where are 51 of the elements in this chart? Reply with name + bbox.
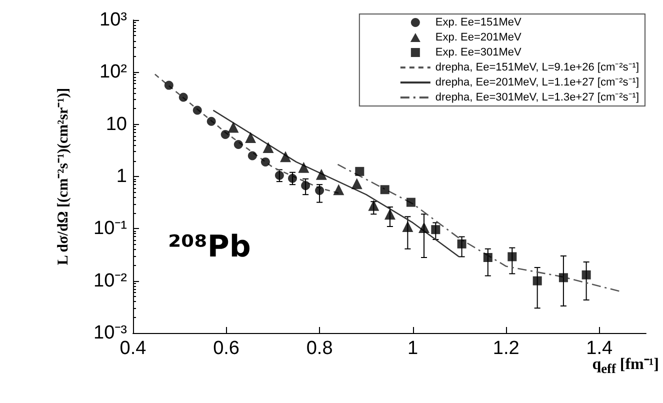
y-tick-label: 1 <box>116 166 127 187</box>
point <box>206 116 216 126</box>
point <box>301 181 310 190</box>
point <box>192 106 202 115</box>
legend-label: Exp. Ee=201MeV <box>435 32 522 44</box>
point <box>380 185 390 194</box>
legend-label: drepha, Ee=301MeV, L=1.3e+27 [cm⁻²s⁻¹] <box>435 92 640 104</box>
point <box>582 270 591 280</box>
y-tick-label: 10⁻¹ <box>94 218 127 240</box>
point <box>245 132 256 143</box>
legend-label: drepha, Ee=201MeV, L=1.1e+27 [cm⁻²s⁻¹] <box>435 76 640 88</box>
point <box>262 142 274 153</box>
point <box>558 273 568 282</box>
x-tick-label: 0.6 <box>213 338 240 359</box>
y-tick-label: 10³ <box>100 10 127 30</box>
point <box>351 178 362 190</box>
legend-label: drepha, Ee=151MeV, L=9.1e+26 [cm⁻²s⁻¹] <box>435 62 640 74</box>
legend-label: Exp. Ee=151MeV <box>435 16 522 28</box>
y-tick-label: 10 <box>106 114 127 135</box>
point <box>508 252 517 262</box>
annotation: ²⁰⁸Pb <box>168 230 251 264</box>
point <box>234 140 243 150</box>
y-axis-title: L dσ/dΩ [(cm⁻²s⁻¹)(cm²sr⁻¹)] <box>56 88 72 266</box>
y-tick-label: 10⁻² <box>94 270 127 292</box>
point <box>288 174 297 183</box>
point <box>280 151 291 162</box>
x-tick-label: 1.2 <box>492 338 520 359</box>
line-series <box>337 164 622 292</box>
point <box>457 239 466 248</box>
point <box>431 225 440 234</box>
point <box>298 162 310 173</box>
point <box>164 80 174 90</box>
legend-label: Exp. Ee=301MeV <box>435 46 522 58</box>
y-tick-label: 10² <box>100 62 127 83</box>
point <box>260 157 270 166</box>
point <box>406 198 416 207</box>
point <box>368 200 380 211</box>
point <box>483 253 492 262</box>
x-tick-label: 0.8 <box>306 338 333 359</box>
point <box>274 170 284 180</box>
point <box>333 184 344 196</box>
point <box>402 221 414 232</box>
point <box>248 151 257 160</box>
point <box>228 122 239 133</box>
point <box>316 168 327 180</box>
point <box>355 166 364 176</box>
x-tick-label: 1 <box>408 338 418 359</box>
point <box>418 222 430 234</box>
point <box>220 130 230 139</box>
point <box>532 276 542 286</box>
point <box>178 92 188 102</box>
